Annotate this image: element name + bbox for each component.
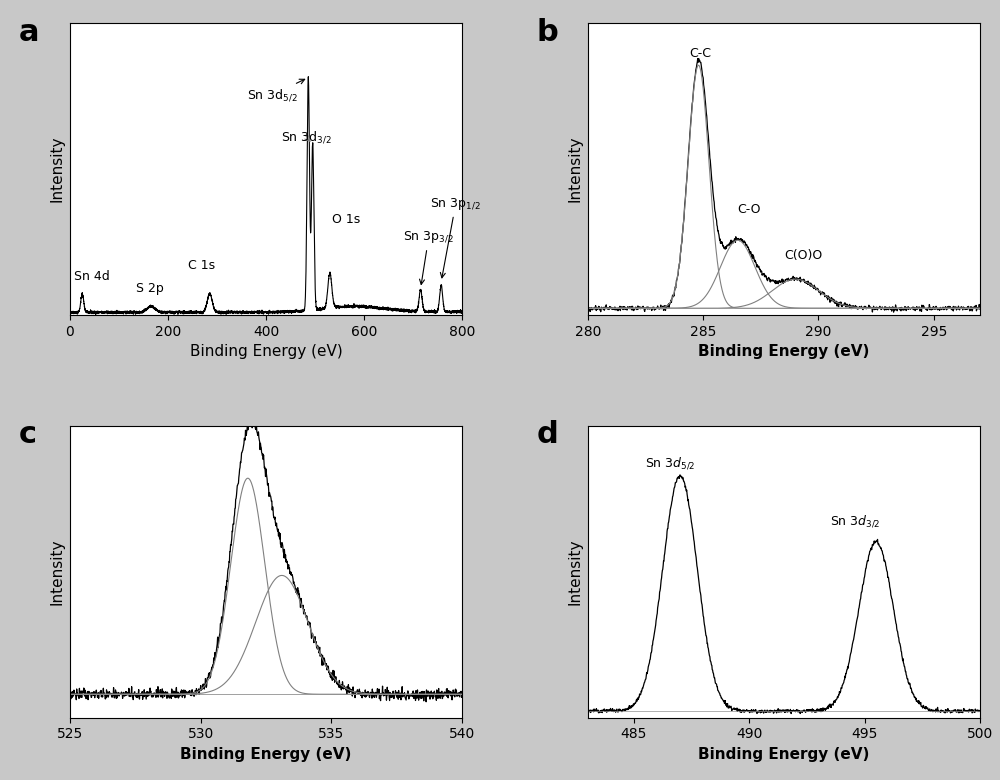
Text: Sn 3p$_{1/2}$: Sn 3p$_{1/2}$ [430, 197, 481, 278]
X-axis label: Binding Energy (eV): Binding Energy (eV) [698, 747, 870, 762]
Text: O 1s: O 1s [332, 214, 361, 226]
Y-axis label: Intensity: Intensity [49, 136, 64, 203]
Y-axis label: Intensity: Intensity [567, 538, 582, 605]
Text: S 2p: S 2p [136, 282, 164, 295]
Text: Sn 4d: Sn 4d [74, 270, 110, 283]
Text: d: d [537, 420, 559, 449]
Text: Sn 3$d_{5/2}$: Sn 3$d_{5/2}$ [645, 455, 696, 470]
Text: C 1s: C 1s [188, 259, 215, 272]
Text: a: a [19, 18, 40, 47]
X-axis label: Binding Energy (eV): Binding Energy (eV) [190, 344, 342, 360]
Text: Sn 3$d_{3/2}$: Sn 3$d_{3/2}$ [830, 513, 881, 530]
Text: Sn 3d$_{5/2}$: Sn 3d$_{5/2}$ [247, 80, 305, 103]
X-axis label: Binding Energy (eV): Binding Energy (eV) [698, 344, 870, 360]
Y-axis label: Intensity: Intensity [567, 136, 582, 203]
Text: C-O: C-O [738, 203, 761, 216]
Text: Sn 3p$_{3/2}$: Sn 3p$_{3/2}$ [403, 229, 454, 285]
Text: b: b [537, 18, 559, 47]
Text: Sn 3d$_{3/2}$: Sn 3d$_{3/2}$ [281, 129, 331, 144]
Text: C(O)O: C(O)O [784, 249, 822, 262]
X-axis label: Binding Energy (eV): Binding Energy (eV) [180, 747, 352, 762]
Text: c: c [19, 420, 37, 449]
Text: C-C: C-C [689, 48, 711, 60]
Y-axis label: Intensity: Intensity [49, 538, 64, 605]
